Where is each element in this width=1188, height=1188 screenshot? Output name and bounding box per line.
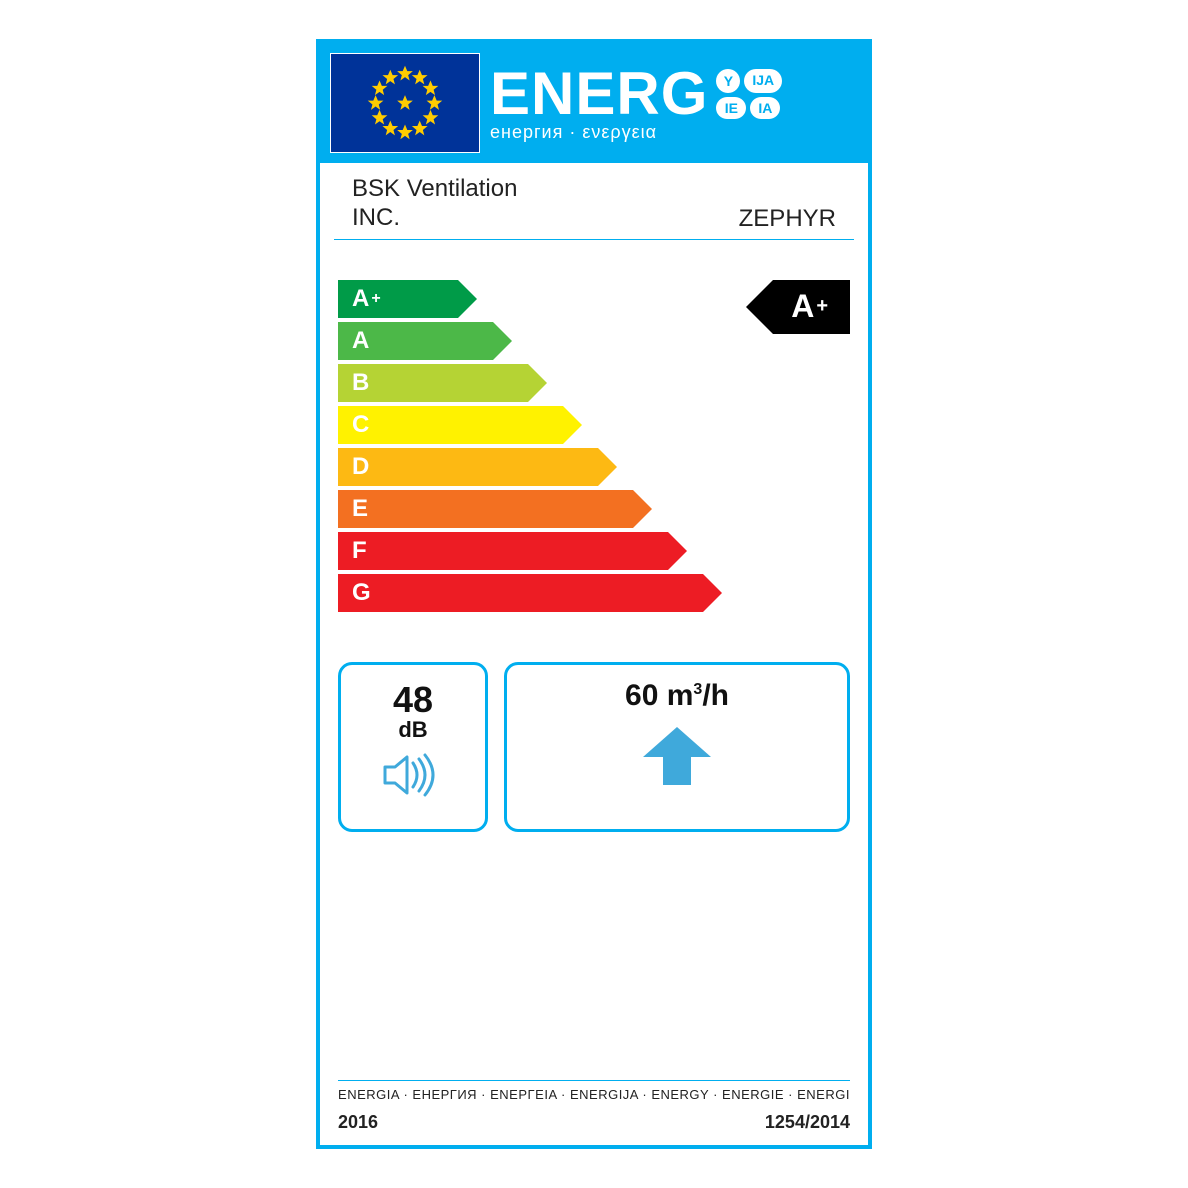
bar-letter: E — [352, 495, 368, 523]
efficiency-bar: D — [338, 448, 598, 486]
efficiency-rating-badge: A+ — [773, 280, 850, 334]
airflow-value: 60 — [625, 679, 658, 712]
footer-year: 2016 — [338, 1112, 378, 1133]
footer-regulation: 1254/2014 — [765, 1112, 850, 1133]
efficiency-bar: A — [338, 322, 493, 360]
efficiency-scale: A+ABCDEFG A+ — [320, 240, 868, 622]
arrow-up-icon — [637, 723, 717, 798]
header-bar: ENERG Y IJA IE IA енергия · ενεργεια — [320, 43, 868, 163]
bar-letter: B — [352, 369, 369, 397]
bar-letter: D — [352, 453, 369, 481]
lang-pill: IA — [750, 97, 780, 119]
speaker-icon — [383, 753, 443, 802]
bar-letter: A — [352, 285, 369, 313]
efficiency-bar: F — [338, 532, 668, 570]
rating-sup: + — [816, 295, 828, 318]
supplier-block: BSK Ventilation INC. ZEPHYR — [334, 163, 854, 240]
lang-pill: Y — [716, 69, 740, 93]
energ-subtitle: енергия · ενεργεια — [490, 122, 858, 143]
efficiency-bar: B — [338, 364, 528, 402]
bar-letter: F — [352, 537, 367, 565]
sound-level-box: 48 dB — [338, 662, 488, 832]
sound-value: 48 — [393, 679, 433, 721]
energ-title: ENERG — [490, 64, 708, 124]
airflow-box: 60 m3/h — [504, 662, 850, 832]
lang-pill: IJA — [744, 69, 782, 93]
eu-flag-icon — [330, 53, 480, 153]
rating-letter: A — [791, 288, 814, 325]
efficiency-bar: C — [338, 406, 563, 444]
lang-code-pills: Y IJA IE IA — [716, 69, 782, 119]
efficiency-bar: E — [338, 490, 633, 528]
sound-unit: dB — [398, 717, 427, 743]
efficiency-bar: A+ — [338, 280, 458, 318]
model-name: ZEPHYR — [739, 205, 836, 233]
energ-title-block: ENERG Y IJA IE IA енергия · ενεργεια — [490, 53, 858, 153]
bar-letter: A — [352, 327, 369, 355]
spec-boxes: 48 dB 60 m3/h — [320, 622, 868, 842]
airflow-value-row: 60 m3/h — [625, 679, 729, 713]
supplier-name-line1: BSK Ventilation — [352, 175, 836, 204]
bar-sup: + — [371, 290, 380, 308]
bar-letter: C — [352, 411, 369, 439]
footer: ENERGIA · ЕНЕРГИЯ · ΕΝΕΡΓΕΙΑ · ENERGIJA … — [320, 1070, 868, 1145]
footer-languages: ENERGIA · ЕНЕРГИЯ · ΕΝΕΡΓΕΙΑ · ENERGIJA … — [338, 1080, 850, 1102]
energy-label: ENERG Y IJA IE IA енергия · ενεργεια BSK… — [316, 39, 872, 1149]
efficiency-bar: G — [338, 574, 703, 612]
supplier-name-line2: INC. — [352, 204, 400, 233]
lang-pill: IE — [716, 97, 746, 119]
bar-letter: G — [352, 579, 371, 607]
